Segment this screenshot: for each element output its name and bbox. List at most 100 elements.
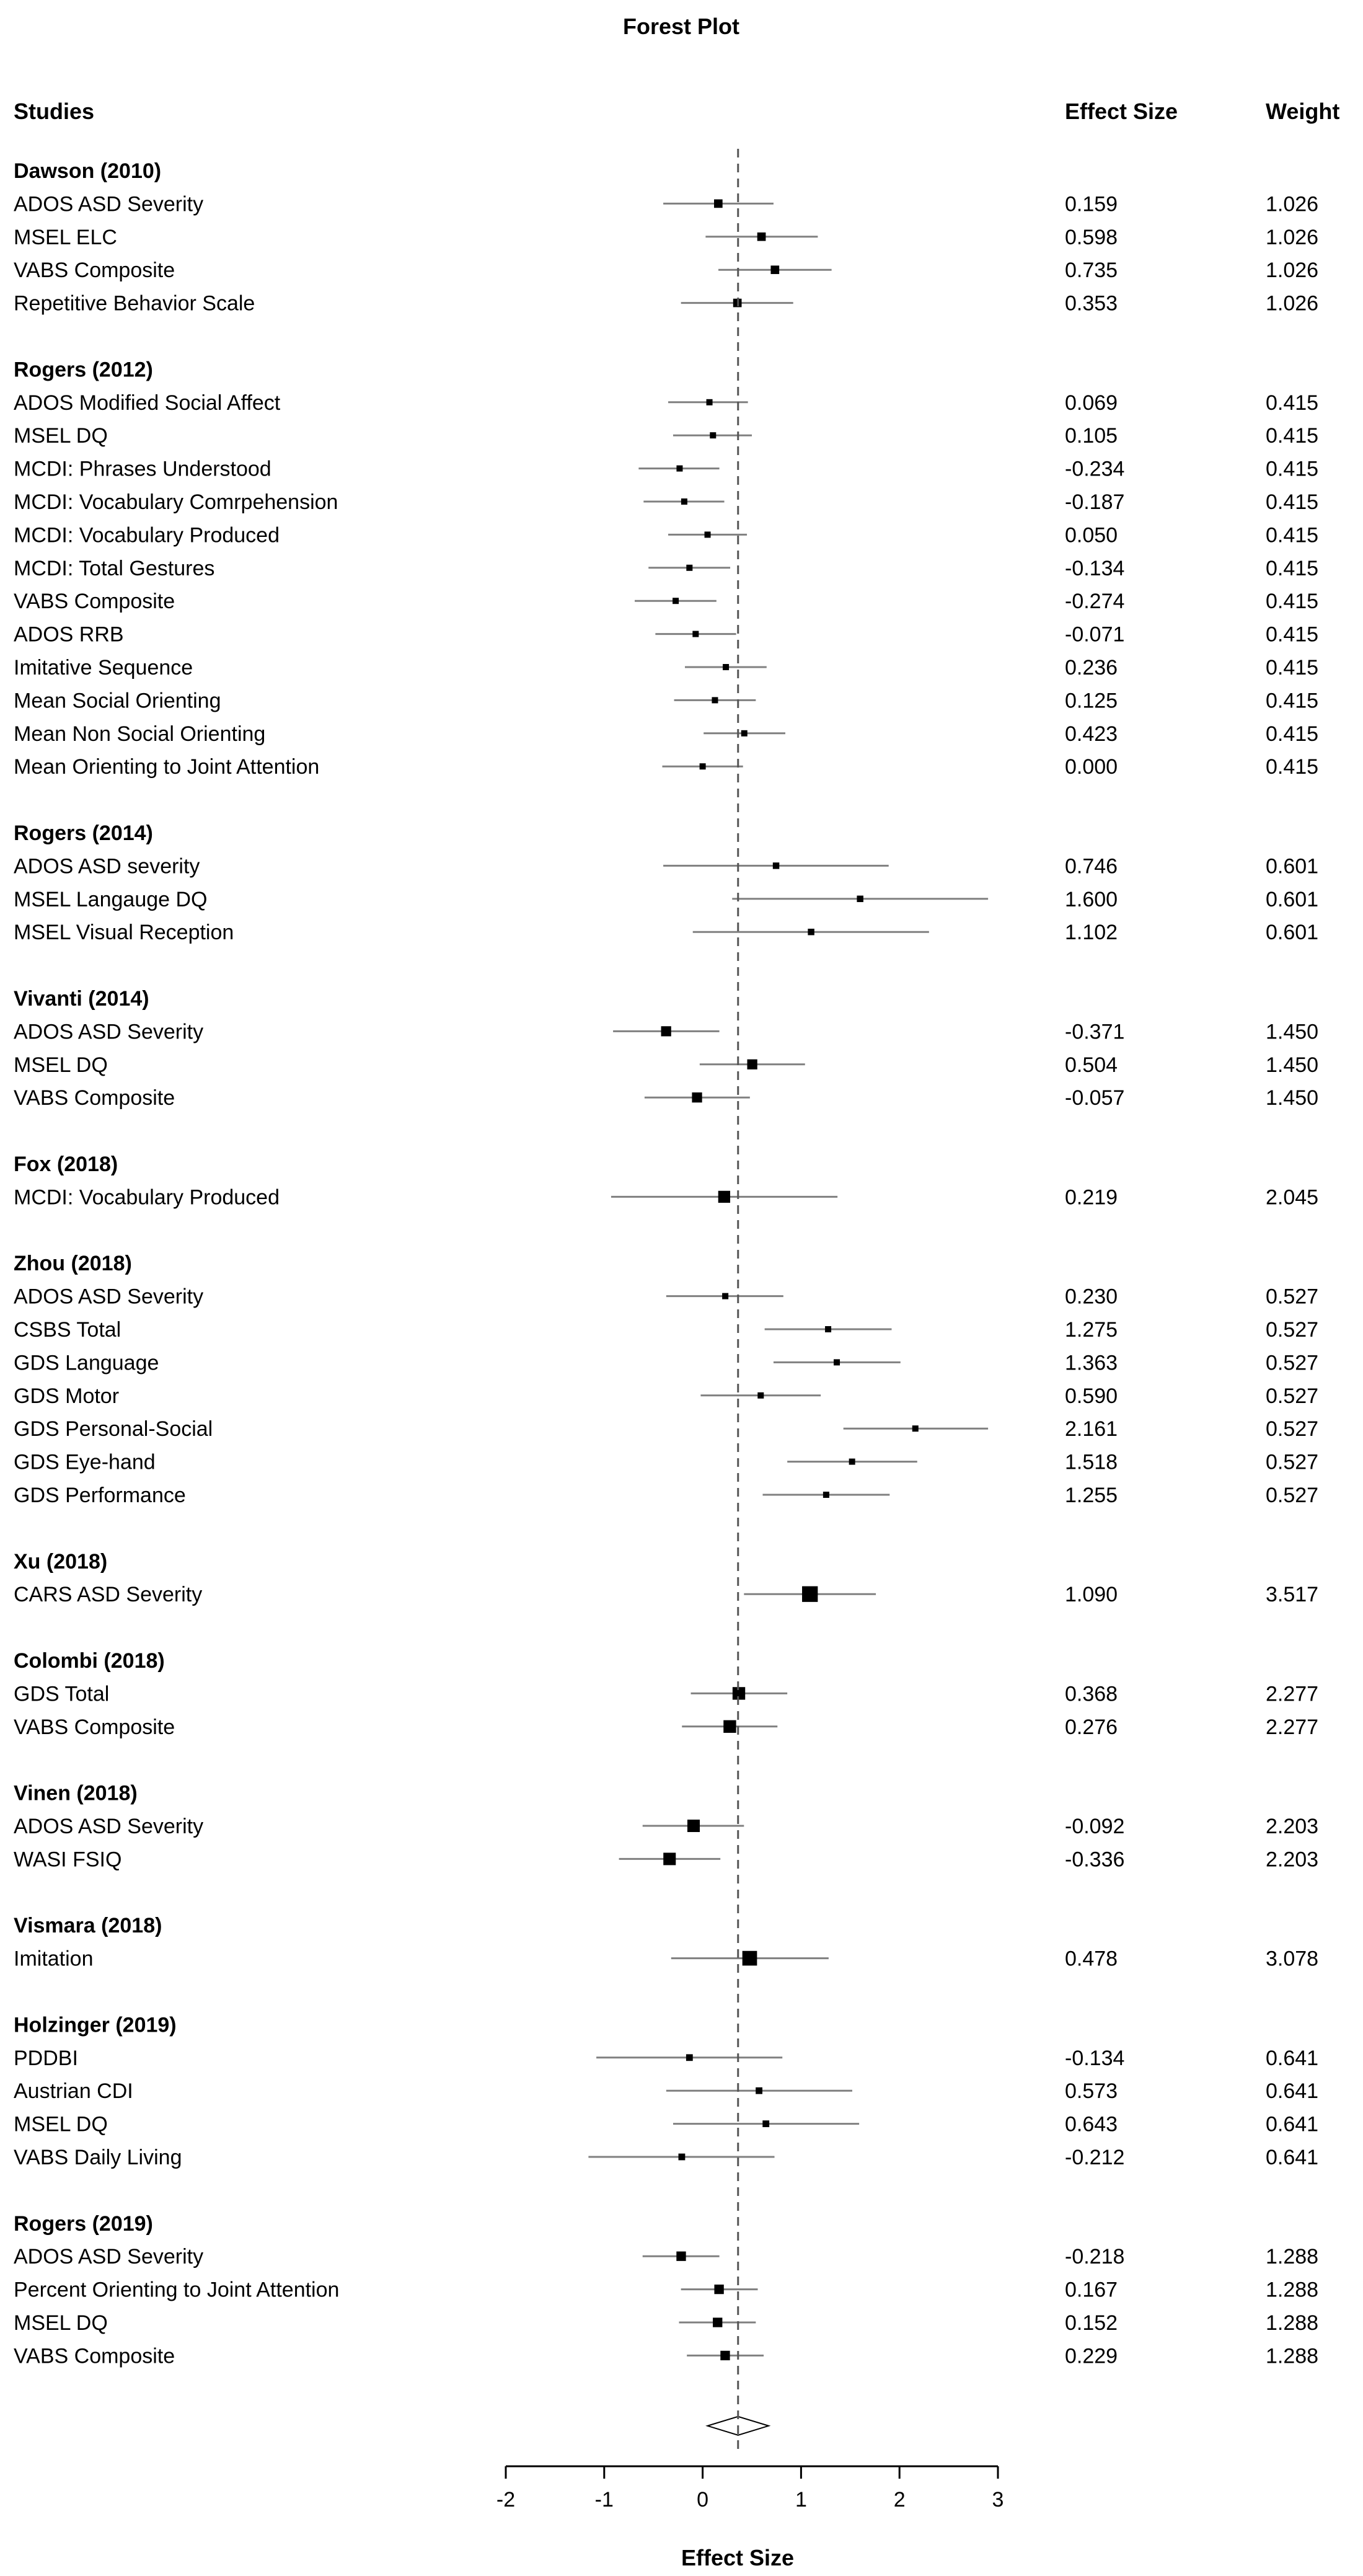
outcome-label: CSBS Total: [14, 1318, 121, 1342]
outcome-label: ADOS ASD Severity: [14, 1285, 203, 1309]
x-axis-tick-label: 0: [697, 2488, 708, 2512]
outcome-label: MCDI: Vocabulary Produced: [14, 523, 280, 547]
effect-marker: [678, 2153, 686, 2161]
effect-marker: [706, 399, 713, 405]
effect-marker: [762, 2120, 770, 2128]
effect-size-value: -0.187: [1065, 490, 1124, 514]
outcome-label: MCDI: Total Gestures: [14, 557, 214, 580]
x-axis-tick-label: 1: [795, 2488, 807, 2512]
weight-value: 2.045: [1266, 1185, 1318, 1209]
weight-value: 0.527: [1266, 1318, 1318, 1342]
weight-value: 1.450: [1266, 1086, 1318, 1110]
effect-size-value: -0.234: [1065, 458, 1124, 481]
outcome-label: ADOS RRB: [14, 623, 124, 647]
effect-size-value: 0.276: [1065, 1715, 1118, 1739]
effect-size-value: 0.229: [1065, 2344, 1118, 2368]
weight-value: 2.203: [1266, 1815, 1318, 1838]
effect-marker: [757, 1392, 764, 1399]
weight-value: 0.415: [1266, 623, 1318, 647]
outcome-label: ADOS ASD Severity: [14, 1815, 203, 1838]
outcome-label: Imitative Sequence: [14, 656, 193, 679]
outcome-label: Repetitive Behavior Scale: [14, 292, 255, 316]
weight-value: 1.450: [1266, 1020, 1318, 1043]
weight-value: 0.641: [1266, 2079, 1318, 2103]
effect-size-value: 0.598: [1065, 226, 1118, 249]
effect-size-value: 0.504: [1065, 1053, 1118, 1077]
outcome-label: MSEL DQ: [14, 2311, 108, 2335]
effect-size-value: -0.071: [1065, 623, 1124, 647]
weight-value: 0.415: [1266, 424, 1318, 448]
effect-size-value: 0.478: [1065, 1947, 1118, 1971]
outcome-label: ADOS ASD Severity: [14, 1020, 203, 1043]
outcome-label: MSEL DQ: [14, 424, 108, 448]
effect-size-value: 0.230: [1065, 1285, 1118, 1309]
weight-value: 0.415: [1266, 391, 1318, 415]
effect-marker: [808, 928, 814, 936]
weight-value: 0.527: [1266, 1417, 1318, 1441]
effect-marker: [747, 1059, 757, 1069]
study-group-label: Dawson (2010): [14, 159, 161, 183]
effect-size-value: 1.090: [1065, 1583, 1118, 1606]
outcome-label: GDS Motor: [14, 1384, 119, 1408]
study-group-label: Fox (2018): [14, 1153, 118, 1176]
effect-size-value: 1.102: [1065, 921, 1118, 944]
outcome-label: Austrian CDI: [14, 2079, 133, 2103]
studies-column-header: Studies: [14, 99, 94, 124]
outcome-label: VABS Composite: [14, 590, 175, 613]
effect-marker: [723, 1720, 736, 1733]
effect-marker: [686, 564, 693, 571]
effect-size-value: 0.105: [1065, 424, 1118, 448]
weight-value: 0.527: [1266, 1285, 1318, 1309]
weight-value: 2.203: [1266, 1848, 1318, 1871]
outcome-label: GDS Eye-hand: [14, 1451, 156, 1474]
effect-size-value: 0.236: [1065, 656, 1118, 679]
effect-size-value: 1.518: [1065, 1451, 1118, 1474]
study-group-label: Vismara (2018): [14, 1914, 162, 1937]
outcome-label: Mean Social Orienting: [14, 689, 221, 712]
effect-marker: [825, 1326, 832, 1332]
weight-value: 0.415: [1266, 722, 1318, 746]
effect-size-value: -0.092: [1065, 1815, 1124, 1838]
study-group-label: Holzinger (2019): [14, 2013, 177, 2037]
outcome-label: MSEL DQ: [14, 2113, 108, 2136]
weight-value: 1.026: [1266, 192, 1318, 216]
effect-size-value: -0.212: [1065, 2146, 1124, 2169]
effect-marker: [802, 1586, 818, 1602]
weight-value: 1.288: [1266, 2311, 1318, 2335]
effect-size-value: 2.161: [1065, 1417, 1118, 1441]
effect-marker: [692, 631, 699, 637]
effect-marker: [912, 1425, 919, 1432]
weight-value: 0.415: [1266, 755, 1318, 779]
outcome-label: MSEL Langauge DQ: [14, 888, 208, 911]
outcome-label: GDS Total: [14, 1682, 109, 1706]
x-axis-label: Effect Size: [681, 2545, 794, 2570]
weight-value: 1.288: [1266, 2278, 1318, 2302]
weight-value: 0.527: [1266, 1484, 1318, 1507]
outcome-label: GDS Performance: [14, 1484, 186, 1507]
weight-column-header: Weight: [1266, 99, 1339, 124]
weight-value: 1.288: [1266, 2245, 1318, 2268]
weight-value: 0.527: [1266, 1384, 1318, 1408]
effect-size-value: 0.423: [1065, 722, 1118, 746]
effect-marker: [661, 1026, 671, 1037]
outcome-label: ADOS Modified Social Affect: [14, 391, 281, 415]
study-group-label: Zhou (2018): [14, 1252, 132, 1275]
chart-title: Forest Plot: [623, 14, 739, 39]
outcome-label: GDS Personal-Social: [14, 1417, 213, 1441]
effect-size-value: 0.735: [1065, 259, 1118, 282]
plot-marks: Dawson (2010) ADOS ASD Severity 0.159 1.026…: [14, 149, 1318, 2512]
outcome-label: Percent Orienting to Joint Attention: [14, 2278, 339, 2302]
effect-marker: [714, 199, 723, 208]
weight-value: 1.026: [1266, 259, 1318, 282]
weight-value: 0.601: [1266, 888, 1318, 911]
x-axis-tick-label: -2: [496, 2488, 515, 2512]
weight-value: 1.026: [1266, 226, 1318, 249]
effect-marker: [720, 2350, 730, 2361]
weight-value: 0.415: [1266, 689, 1318, 712]
effect-marker: [712, 697, 718, 704]
effect-marker: [723, 664, 730, 670]
effect-size-value: -0.336: [1065, 1848, 1124, 1871]
effect-marker: [772, 862, 780, 869]
weight-value: 0.641: [1266, 2146, 1318, 2169]
weight-value: 0.415: [1266, 490, 1318, 514]
